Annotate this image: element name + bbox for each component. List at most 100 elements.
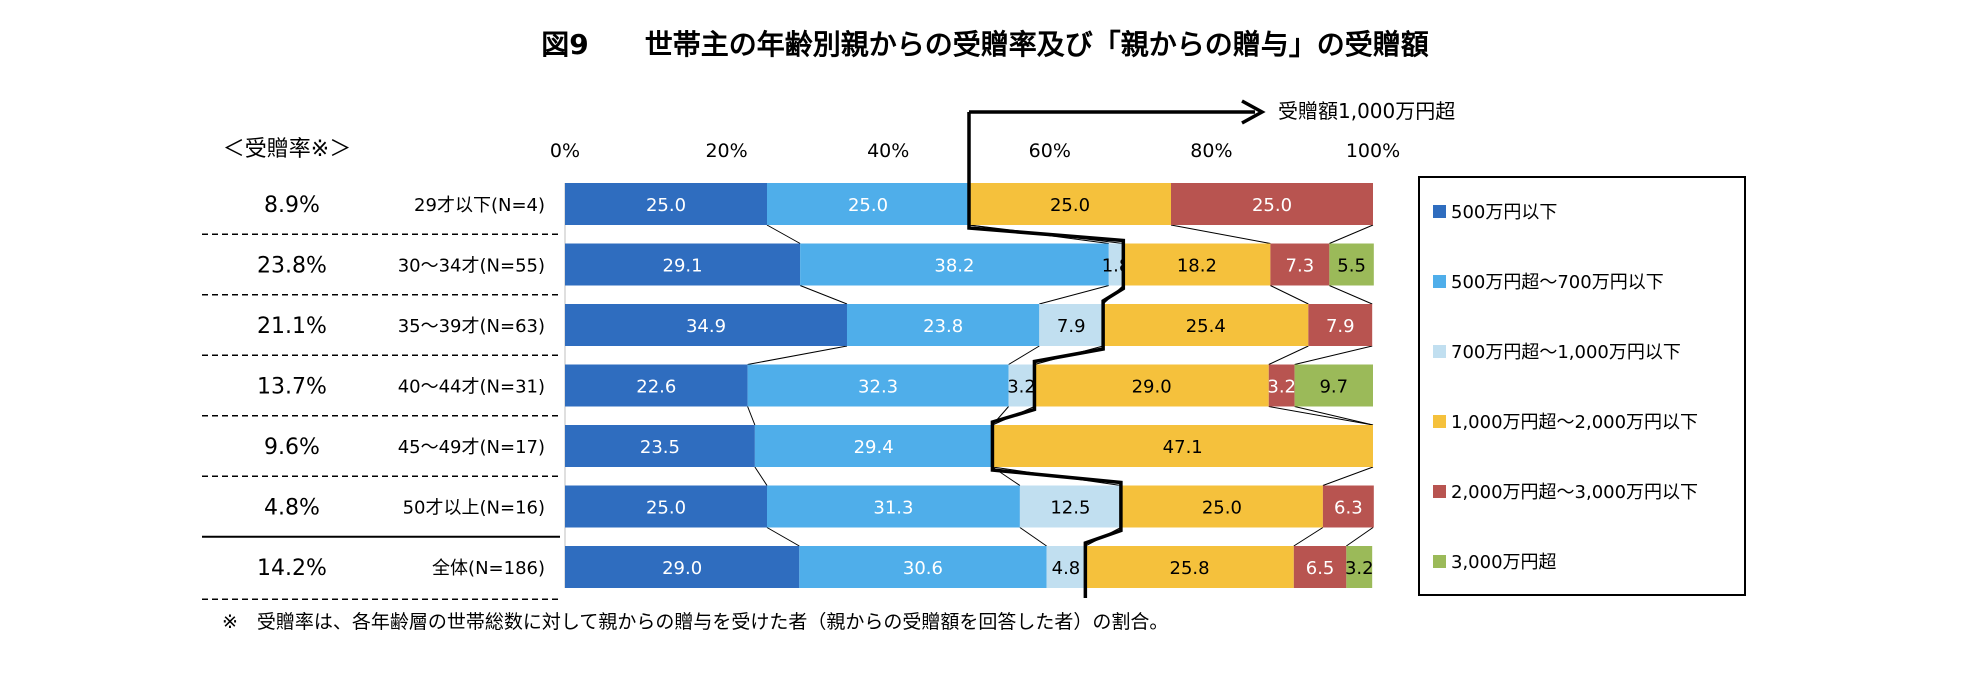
data-label: 9.7 — [1319, 377, 1348, 398]
bar-segment — [565, 183, 767, 225]
rate-value: 14.2% — [257, 556, 327, 581]
data-label: 31.3 — [873, 498, 913, 519]
bar-segment — [1270, 243, 1330, 286]
bar-segment — [1046, 546, 1086, 588]
legend-box — [1418, 176, 1746, 596]
rate-value: 8.9% — [264, 193, 320, 218]
series-connector — [754, 466, 768, 486]
legend-swatch — [1433, 415, 1446, 428]
series-connector — [766, 224, 801, 244]
legend-label: 500万円超～700万円以下 — [1451, 272, 1664, 293]
bar-segment — [1294, 364, 1373, 407]
rate-value: 4.8% — [264, 496, 320, 521]
threshold-line — [967, 99, 1266, 598]
series-connector — [1322, 466, 1374, 486]
series-connector — [1329, 285, 1373, 305]
bar-segment — [1103, 304, 1309, 346]
bar-segment — [1034, 364, 1269, 407]
bar-segment — [969, 183, 1171, 225]
bar-segment — [565, 546, 800, 588]
series-connector — [766, 527, 800, 547]
legend-swatch — [1433, 275, 1446, 288]
series-connector — [799, 285, 848, 305]
footnote: ※ 受贈率は、各年齢層の世帯総数に対して親からの贈与を受けた者（親からの受贈額を… — [222, 611, 1168, 633]
bar-segment — [1108, 243, 1124, 286]
series-connector — [747, 406, 756, 426]
legend-label: 1,000万円超～2,000万円以下 — [1451, 412, 1698, 433]
series-connector — [747, 345, 848, 365]
data-label: 23.5 — [640, 437, 680, 458]
data-label: 29.0 — [662, 558, 702, 579]
bar-segment — [565, 364, 748, 407]
bar-segment — [992, 425, 1373, 467]
bar-segment — [1322, 485, 1374, 528]
data-label: 7.9 — [1326, 316, 1355, 337]
legend-label: 500万円以下 — [1451, 202, 1557, 223]
bar-segment — [767, 485, 1020, 528]
threshold-boundary-line — [967, 112, 1126, 598]
series-connector — [1294, 345, 1373, 365]
category-label: 30～34才(N=55) — [398, 256, 545, 277]
bar-segment — [565, 243, 801, 286]
series-connector — [1019, 527, 1047, 547]
bar-segment — [1085, 546, 1294, 588]
category-label: 50才以上(N=16) — [403, 498, 545, 519]
legend-swatch — [1433, 205, 1446, 218]
data-label: 29.1 — [663, 256, 703, 277]
series-connector — [1268, 345, 1309, 365]
rate-header: ＜受贈率※＞ — [223, 137, 351, 162]
data-label: 3.2 — [1345, 558, 1374, 579]
data-label: 3.2 — [1007, 377, 1036, 398]
data-label: 25.0 — [1050, 195, 1090, 216]
series-connector — [1270, 285, 1309, 305]
rate-value: 9.6% — [264, 435, 320, 460]
threshold-arrow-head — [1241, 99, 1266, 125]
data-label: 3.2 — [1267, 377, 1296, 398]
bar-segment — [1008, 364, 1035, 407]
bar-segment — [1120, 485, 1323, 528]
data-label: 25.0 — [848, 195, 888, 216]
category-label: 45～49才(N=17) — [398, 437, 545, 458]
series-connector — [1293, 527, 1324, 547]
bar-segment — [1329, 243, 1374, 286]
series-connector — [1170, 224, 1271, 244]
bar-segment — [1293, 546, 1347, 588]
legend-label: 3,000万円超 — [1451, 552, 1557, 573]
data-label: 6.5 — [1306, 558, 1335, 579]
data-label: 25.0 — [646, 195, 686, 216]
x-tick-label: 0% — [550, 140, 580, 162]
series-connector — [1346, 527, 1374, 547]
legend-label: 700万円超～1,000万円以下 — [1451, 342, 1681, 363]
bar-segment — [565, 304, 847, 346]
bar-segment — [1039, 304, 1104, 346]
rate-value: 13.7% — [257, 375, 327, 400]
data-label: 4.8 — [1052, 558, 1081, 579]
category-rows: 8.9% 29才以下(N=4) 23.8% 30～34才(N=55) 21.1% 35～3… — [202, 183, 566, 600]
series-connector — [1039, 285, 1109, 305]
bar-segment — [565, 485, 767, 528]
bar-segment — [767, 183, 969, 225]
category-label: 35～39才(N=63) — [398, 316, 545, 337]
bar-segment — [747, 364, 1009, 407]
x-tick-label: 100% — [1346, 140, 1400, 162]
bar-segment — [1123, 243, 1271, 286]
x-tick-label: 60% — [1029, 140, 1071, 162]
data-label: 12.5 — [1050, 498, 1090, 519]
bar-segment — [1019, 485, 1121, 528]
bar-segment — [1308, 304, 1373, 346]
data-label: 32.3 — [858, 377, 898, 398]
data-label: 23.8 — [923, 316, 963, 337]
data-label: 25.0 — [646, 498, 686, 519]
data-label: 34.9 — [686, 316, 726, 337]
data-label: 25.4 — [1186, 316, 1226, 337]
category-label: 40～44才(N=31) — [398, 377, 545, 398]
bar-segment — [800, 243, 1109, 286]
bars: 25.0 25.0 25.0 25.029.1 38.2 1.8 18.2 7.3 5.534.… — [565, 183, 1374, 588]
x-axis-ticks: 0% 20% 40% 60% 80% 100% — [550, 140, 1400, 162]
series-connector — [1008, 345, 1040, 365]
series-connector — [1268, 406, 1374, 426]
category-label: 全体(N=186) — [432, 558, 545, 579]
x-tick-label: 80% — [1190, 140, 1232, 162]
legend-swatch — [1433, 345, 1446, 358]
